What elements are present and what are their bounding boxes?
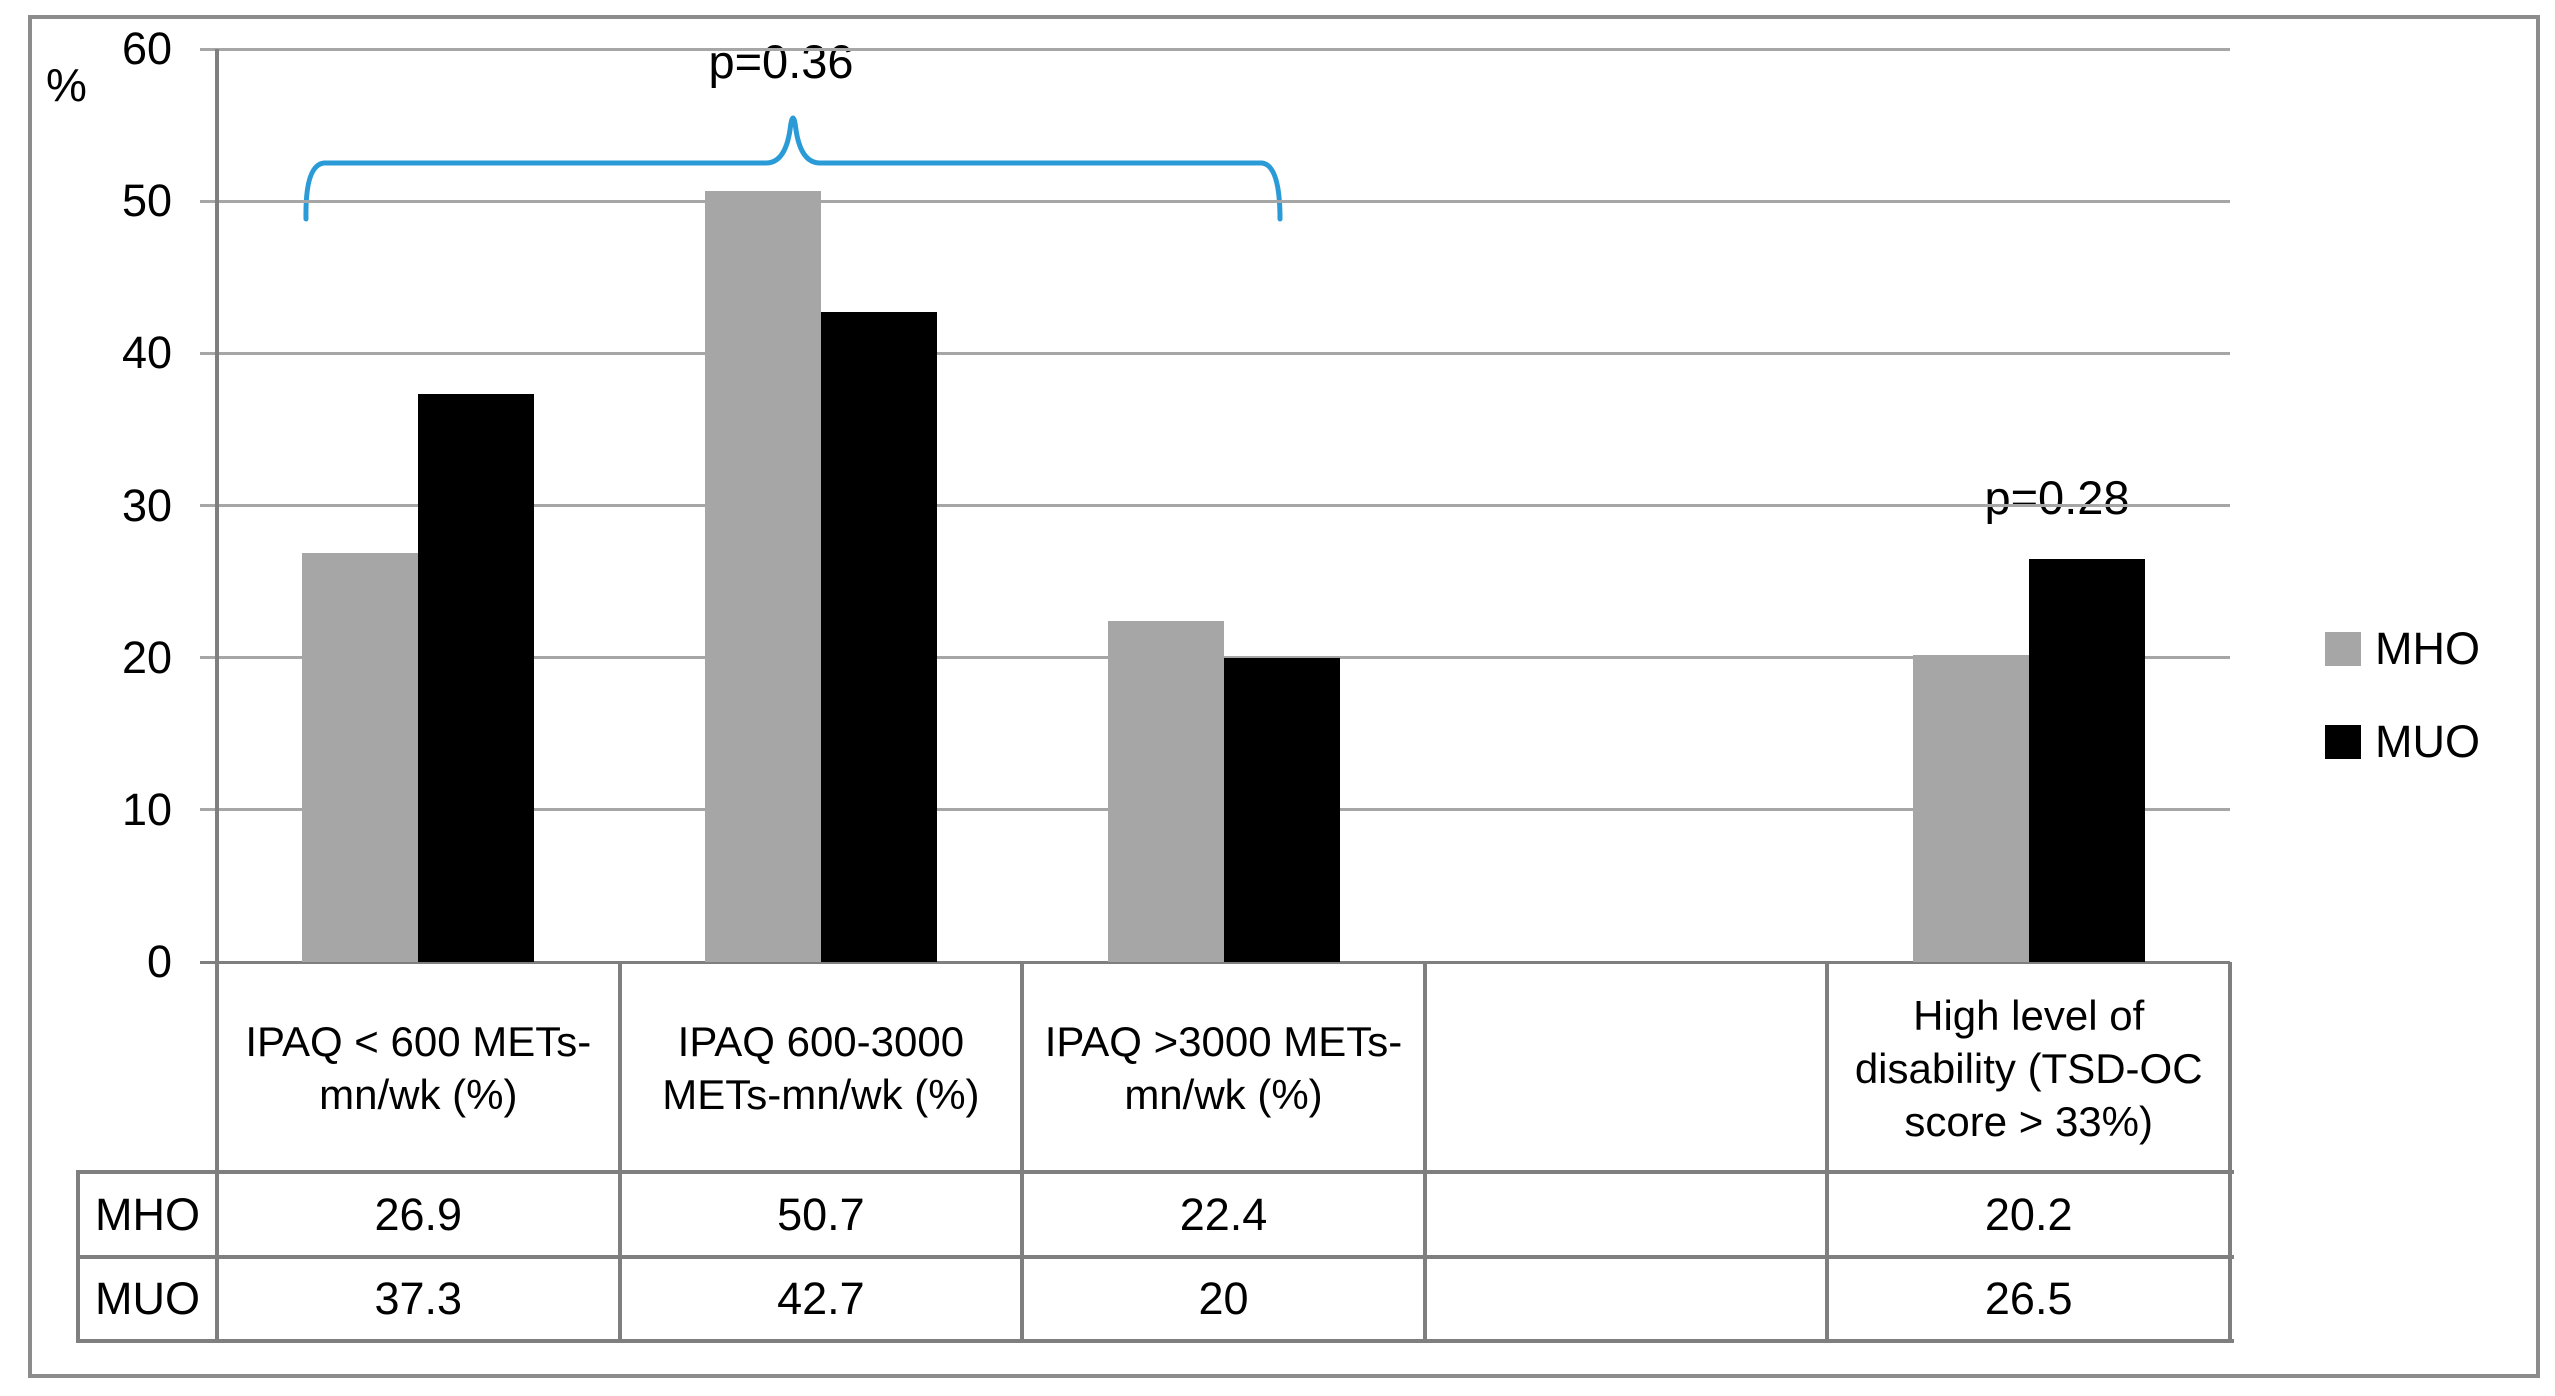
gridline: [200, 351, 2230, 355]
value-cell: 26.5: [1984, 1273, 2073, 1324]
p-value-label-ipaq: p=0.36: [708, 35, 854, 88]
legend-item: MHO: [2325, 622, 2480, 676]
bar-muo-3: [1223, 657, 1340, 962]
table-column-border: [2228, 962, 2232, 1341]
y-axis-title: %: [46, 59, 87, 111]
table-column-border: [1422, 962, 1427, 1341]
bar-muo-1: [418, 394, 535, 962]
bar-mho-3: [1107, 621, 1224, 962]
table-row-border: [76, 1170, 2234, 1174]
table-column-border: [1825, 962, 1830, 1341]
legend-swatch: [2325, 725, 2361, 759]
value-cell: 26.9: [374, 1188, 463, 1240]
gridline: [200, 47, 2230, 51]
table-column-border: [617, 962, 622, 1341]
figure-frame: [28, 15, 2540, 1378]
y-tick-label: 30: [121, 480, 172, 531]
y-axis-line: [215, 49, 219, 1341]
legend-swatch: [2325, 632, 2361, 666]
legend-label: MUO: [2375, 716, 2480, 767]
y-tick-label: 0: [146, 936, 172, 987]
row-header-cell: MHO: [95, 1188, 200, 1240]
p-value-label-disability: p=0.28: [1984, 471, 2130, 524]
category-cell: High level of disability (TSD-OC score >…: [1854, 991, 2203, 1145]
value-cell: 50.7: [777, 1188, 865, 1240]
bar-mho-5: [1912, 654, 2029, 962]
gridline: [200, 199, 2230, 203]
gridline: [200, 504, 2230, 507]
value-cell: 37.3: [374, 1273, 463, 1324]
value-cell: 20.2: [1984, 1188, 2073, 1240]
y-tick-label: 40: [121, 327, 172, 378]
y-tick-label: 50: [121, 175, 172, 226]
value-cell: 20: [1198, 1273, 1249, 1324]
bar-mho-2: [704, 190, 821, 962]
category-cell: IPAQ 600-3000 METs-mn/wk (%): [662, 1018, 980, 1118]
table-row-border: [76, 1339, 2234, 1343]
table-column-border: [1020, 962, 1025, 1341]
bar-muo-5: [2028, 558, 2145, 962]
value-cell: 22.4: [1179, 1188, 1268, 1240]
y-tick-label: 10: [121, 784, 172, 835]
table-row-border: [76, 1255, 2234, 1259]
legend-label: MHO: [2375, 623, 2480, 674]
row-header-cell: MUO: [95, 1273, 200, 1324]
bar-muo-2: [820, 312, 937, 962]
value-cell: 42.7: [777, 1273, 865, 1324]
y-tick-label: 20: [121, 632, 172, 683]
category-cell: IPAQ < 600 METs-mn/wk (%): [245, 1018, 592, 1118]
y-tick-label: 60: [121, 23, 172, 74]
bar-mho-1: [302, 552, 419, 962]
category-cell: IPAQ >3000 METs-mn/wk (%): [1044, 1018, 1403, 1118]
gridline: [200, 960, 2230, 964]
legend-item: MUO: [2325, 715, 2480, 769]
